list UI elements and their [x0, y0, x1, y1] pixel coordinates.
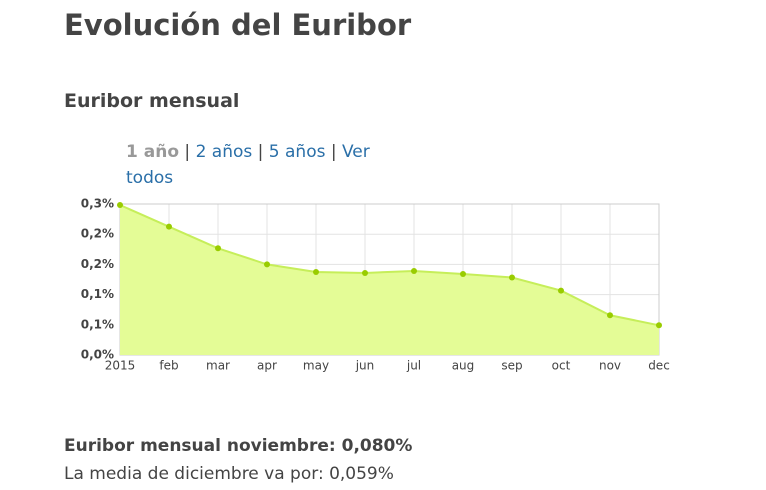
point — [656, 322, 662, 329]
page-title: Evolución del Euribor — [64, 8, 412, 42]
range-current: 1 año — [126, 142, 180, 162]
point — [362, 269, 368, 276]
y-tick-label: 0,0% — [81, 348, 114, 362]
separator: | — [184, 142, 191, 162]
section-title: Euribor mensual — [64, 90, 240, 112]
area — [120, 205, 659, 355]
point — [509, 274, 515, 281]
range-links: 1 año | 2 años | 5 años | Ver todos — [126, 139, 376, 191]
point — [215, 245, 221, 252]
summary-label: Euribor mensual noviembre: — [64, 436, 336, 456]
point — [607, 312, 613, 319]
x-tick-label: jul — [406, 359, 421, 373]
x-tick-label: feb — [159, 359, 178, 373]
x-tick-label: mar — [206, 359, 230, 373]
separator: | — [330, 142, 337, 162]
point — [264, 261, 270, 268]
x-tick-label: 2015 — [105, 359, 136, 373]
y-tick-label: 0,2% — [81, 257, 114, 271]
range-link[interactable]: Ver todos — [126, 142, 370, 188]
point — [558, 287, 564, 294]
range-link[interactable]: 2 años — [195, 142, 253, 162]
y-tick-label: 0,1% — [81, 317, 114, 331]
x-tick-label: oct — [552, 359, 571, 373]
summary-value: 0,059% — [329, 464, 394, 484]
y-tick-label: 0,2% — [81, 227, 114, 241]
separator: | — [257, 142, 264, 162]
chart: 0,0% 0,1% 0,1% 0,2% 0,2% 0,3% 2015 feb mar apr may… — [81, 197, 670, 373]
x-tick-label: apr — [257, 359, 277, 373]
point — [313, 268, 319, 275]
x-tick-label: sep — [501, 359, 522, 373]
x-tick-label: jun — [355, 359, 375, 373]
y-tick-label: 0,1% — [81, 287, 114, 301]
x-tick-label: nov — [599, 359, 621, 373]
monthly-summary: Euribor mensual noviembre: 0,080% — [64, 436, 412, 456]
line — [119, 204, 660, 327]
point — [460, 270, 466, 277]
y-tick-label: 0,3% — [81, 197, 114, 211]
x-tick-label: may — [303, 359, 329, 373]
point — [166, 223, 172, 230]
x-tick-label: dec — [648, 359, 670, 373]
point — [411, 267, 417, 274]
point — [117, 202, 123, 209]
summary-value: 0,080% — [341, 436, 413, 456]
summary-label: La media de diciembre va por: — [64, 464, 324, 484]
x-tick-label: aug — [452, 359, 475, 373]
average-summary: La media de diciembre va por: 0,059% — [64, 464, 394, 484]
range-link[interactable]: 5 años — [268, 142, 326, 162]
